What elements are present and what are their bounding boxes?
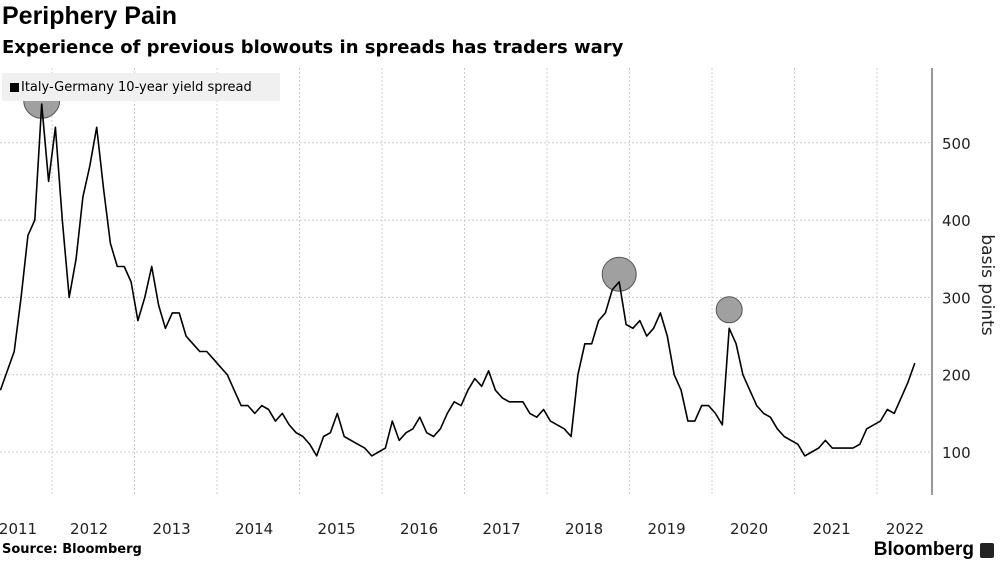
y-tick-label: 100 xyxy=(942,444,971,462)
x-tick-label: 2021 xyxy=(813,520,851,538)
x-tick-labels: 2011 2012 2013 2014 2015 2016 2017 2018 2019 2020… xyxy=(0,520,924,538)
chart-title: Periphery Pain xyxy=(2,2,178,30)
x-tick-label: 2014 xyxy=(235,520,273,538)
x-tick-label: 2017 xyxy=(483,520,521,538)
x-tick-label: 2018 xyxy=(565,520,603,538)
highlight-circle xyxy=(715,296,743,324)
bloomberg-logo: Bloomberg xyxy=(874,539,994,561)
x-tick-label: 2012 xyxy=(70,520,108,538)
highlight-circle xyxy=(601,256,637,292)
x-tick-label: 2019 xyxy=(648,520,686,538)
series-line-italy-germany-spread xyxy=(0,103,916,457)
x-tick-label: 2015 xyxy=(318,520,356,538)
y-tick-label: 300 xyxy=(942,289,971,307)
chart-subtitle: Experience of previous blowouts in sprea… xyxy=(2,37,624,58)
x-tick-label: 2013 xyxy=(153,520,191,538)
chart-icon xyxy=(980,542,994,558)
legend-swatch xyxy=(10,82,19,92)
y-tick-label: 400 xyxy=(942,212,971,230)
legend-label: Italy-Germany 10-year yield spread xyxy=(21,79,252,95)
x-tick-label: 2016 xyxy=(400,520,438,538)
brand-text: Bloomberg xyxy=(873,539,974,560)
y-tick-labels: 100 200 300 400 500 xyxy=(942,135,971,462)
y-tick-label: 500 xyxy=(942,135,971,153)
legend: Italy-Germany 10-year yield spread xyxy=(2,73,280,101)
y-axis-label: basis points xyxy=(977,234,997,335)
y-tick-label: 200 xyxy=(942,367,971,385)
x-tick-label: 2022 xyxy=(886,520,924,538)
source-note: Source: Bloomberg xyxy=(2,542,142,557)
gridlines xyxy=(0,68,932,495)
x-tick-label: 2011 xyxy=(0,520,37,538)
x-tick-label: 2020 xyxy=(730,520,768,538)
